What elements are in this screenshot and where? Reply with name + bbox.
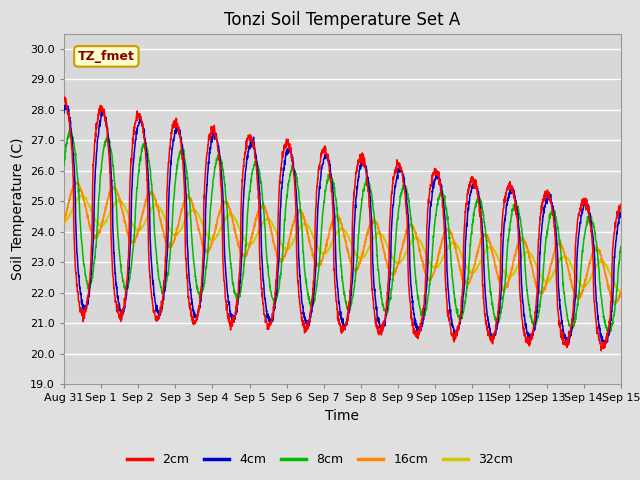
8cm (605, 332, 612, 338)
Text: TZ_fmet: TZ_fmet (78, 50, 135, 63)
4cm (359, 157, 367, 163)
8cm (66, 127, 74, 132)
16cm (504, 279, 512, 285)
8cm (568, 325, 575, 331)
16cm (568, 281, 575, 287)
8cm (359, 193, 367, 199)
16cm (617, 289, 625, 295)
8cm (504, 238, 512, 243)
16cm (359, 249, 367, 254)
32cm (616, 289, 624, 295)
8cm (60, 162, 68, 168)
4cm (371, 286, 379, 292)
X-axis label: Time: Time (325, 408, 360, 422)
4cm (504, 195, 512, 201)
2cm (371, 312, 379, 318)
Title: Tonzi Soil Temperature Set A: Tonzi Soil Temperature Set A (224, 11, 461, 29)
Line: 8cm: 8cm (64, 130, 621, 335)
2cm (597, 348, 605, 354)
32cm (60, 217, 68, 223)
2cm (60, 96, 68, 102)
Line: 2cm: 2cm (64, 97, 621, 351)
16cm (371, 217, 379, 223)
4cm (61, 102, 69, 108)
16cm (584, 269, 591, 275)
2cm (359, 154, 367, 159)
32cm (359, 255, 367, 261)
4cm (60, 110, 68, 116)
32cm (617, 288, 625, 293)
32cm (77, 192, 85, 198)
Line: 4cm: 4cm (64, 105, 621, 345)
4cm (600, 342, 607, 348)
Y-axis label: Soil Temperature (C): Soil Temperature (C) (10, 138, 24, 280)
32cm (584, 281, 591, 287)
4cm (568, 323, 575, 329)
2cm (568, 317, 575, 323)
16cm (74, 179, 81, 185)
8cm (371, 220, 379, 226)
2cm (216, 157, 223, 163)
4cm (584, 203, 591, 208)
8cm (584, 220, 591, 226)
8cm (216, 152, 223, 158)
2cm (504, 182, 512, 188)
32cm (504, 275, 512, 280)
2cm (584, 204, 591, 210)
Line: 16cm: 16cm (64, 182, 621, 304)
2cm (61, 94, 68, 100)
Line: 32cm: 32cm (64, 195, 621, 292)
16cm (611, 301, 619, 307)
32cm (568, 264, 575, 269)
8cm (617, 243, 625, 249)
4cm (617, 211, 625, 216)
16cm (60, 218, 68, 224)
32cm (216, 228, 223, 234)
16cm (216, 210, 223, 216)
Legend: 2cm, 4cm, 8cm, 16cm, 32cm: 2cm, 4cm, 8cm, 16cm, 32cm (122, 448, 518, 471)
2cm (617, 203, 625, 209)
4cm (216, 153, 223, 158)
32cm (371, 233, 379, 239)
